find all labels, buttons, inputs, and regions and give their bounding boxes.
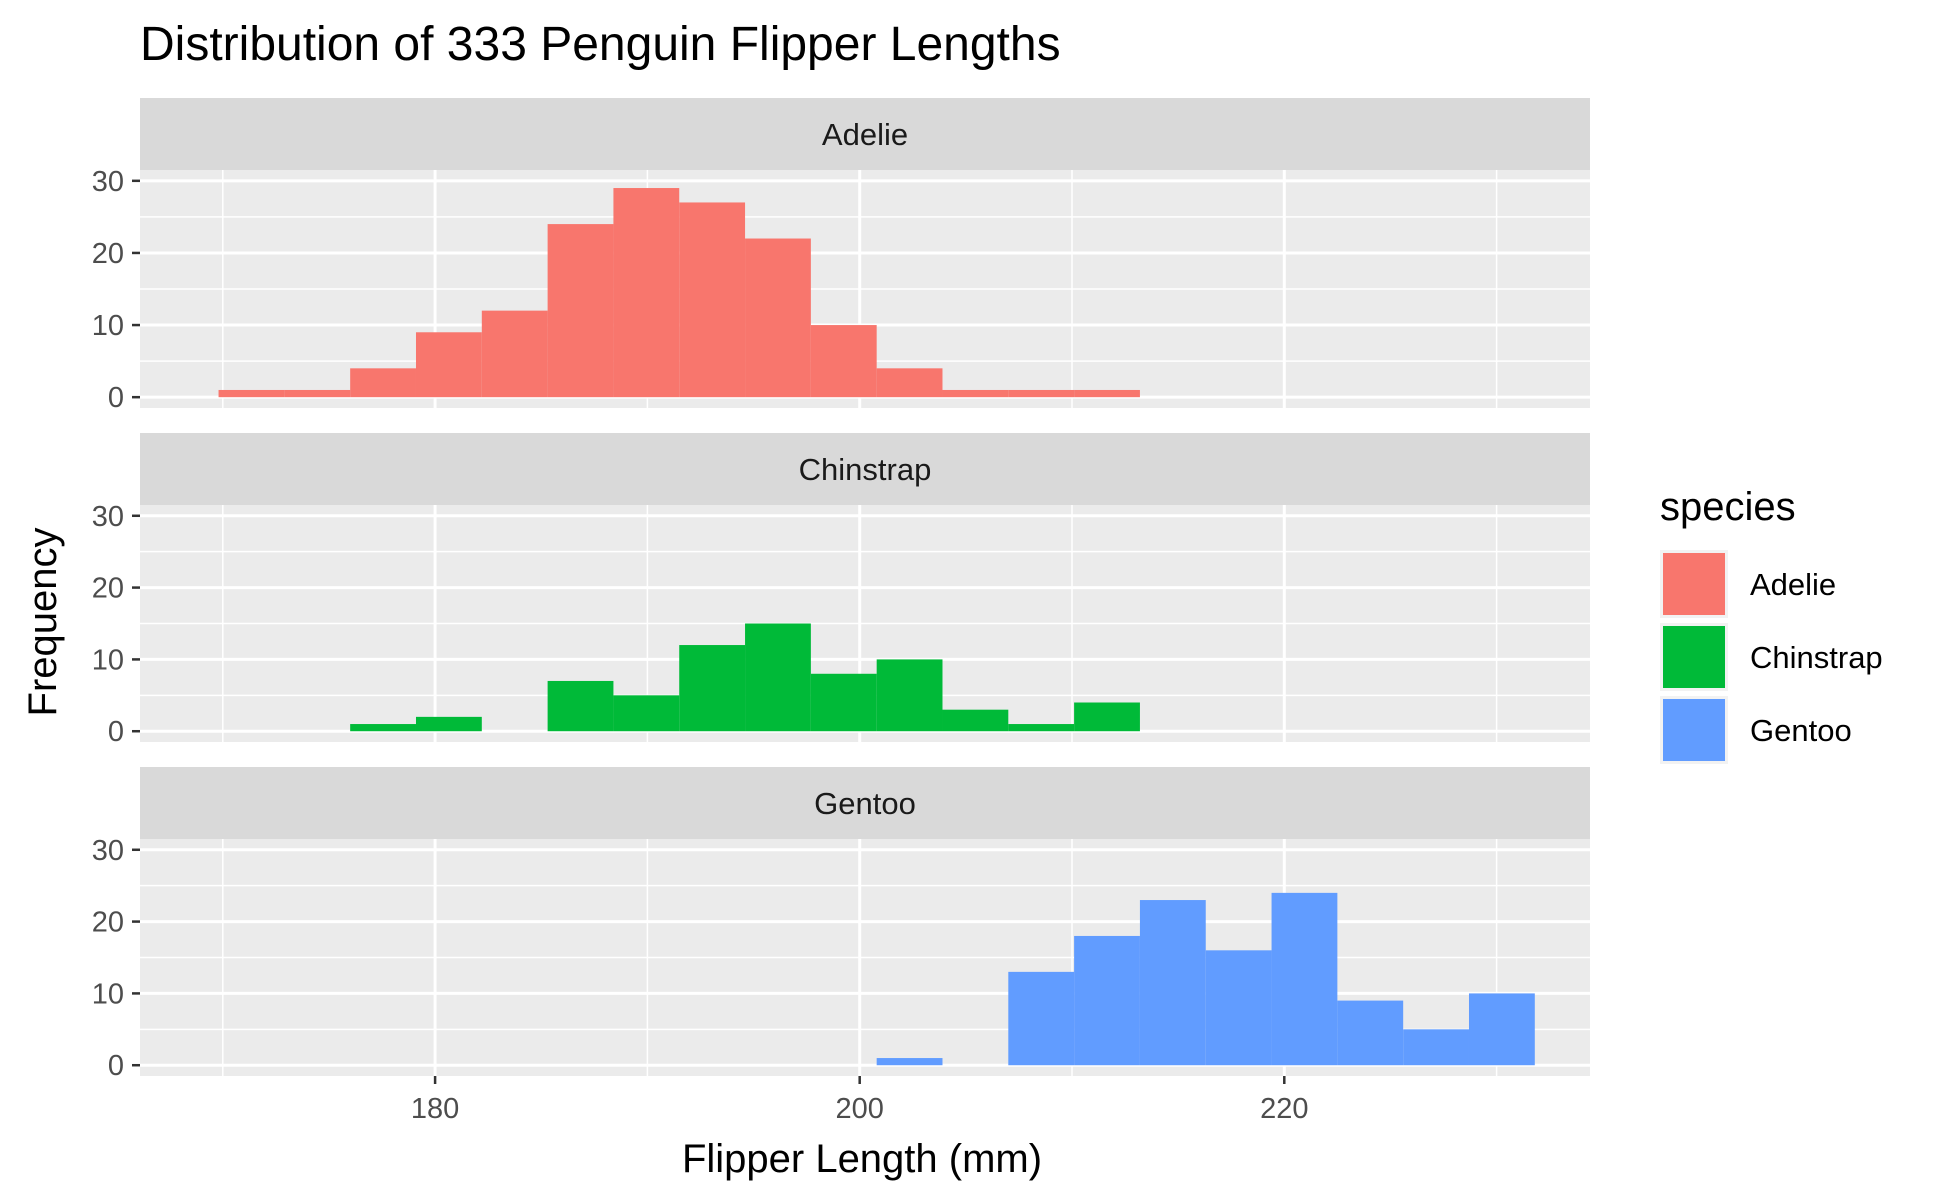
chart-title: Distribution of 333 Penguin Flipper Leng… bbox=[140, 18, 1061, 71]
y-tick-label: 0 bbox=[108, 716, 124, 748]
bar-adelie bbox=[218, 389, 285, 398]
bar-chinstrap bbox=[876, 659, 943, 732]
bar-adelie bbox=[810, 325, 877, 398]
legend-key-chinstrap bbox=[1663, 626, 1725, 688]
y-tick-label: 10 bbox=[92, 310, 124, 342]
legend-title: species bbox=[1660, 485, 1796, 529]
bar-chinstrap bbox=[745, 623, 811, 732]
bar-adelie bbox=[613, 188, 680, 398]
legend-items: Adelie Chinstrap Gentoo bbox=[1660, 550, 1883, 764]
bar-adelie bbox=[350, 368, 416, 398]
y-tick-label: 30 bbox=[92, 166, 124, 198]
bar-gentoo bbox=[1139, 900, 1206, 1066]
bar-gentoo bbox=[1468, 993, 1535, 1066]
bar-adelie bbox=[942, 389, 1009, 398]
bar-gentoo bbox=[1337, 1000, 1404, 1066]
y-tick-label: 20 bbox=[92, 907, 124, 939]
y-axis-title: Frequency bbox=[21, 528, 65, 717]
facet-strip-label: Chinstrap bbox=[799, 452, 932, 487]
bar-chinstrap bbox=[547, 680, 614, 732]
y-tick-label: 10 bbox=[92, 644, 124, 676]
x-tick-label: 220 bbox=[1260, 1093, 1308, 1125]
facet-panel-chinstrap: Chinstrap 0 10 20 30 bbox=[92, 433, 1590, 748]
legend-label: Adelie bbox=[1750, 567, 1836, 602]
bar-chinstrap bbox=[350, 724, 416, 732]
bar-adelie bbox=[876, 368, 943, 398]
y-tick-label: 20 bbox=[92, 238, 124, 270]
x-tick-label: 200 bbox=[835, 1093, 883, 1125]
y-tick-label: 30 bbox=[92, 835, 124, 867]
x-tick-label: 180 bbox=[411, 1093, 459, 1125]
x-axis-title: Flipper Length (mm) bbox=[682, 1137, 1042, 1181]
bar-chinstrap bbox=[1008, 724, 1075, 732]
facet-strip-label: Adelie bbox=[822, 117, 908, 152]
facet-panels: Adelie 0 10 20 30 Chinstrap 0 10 20 30 Gentoo 0 10 20… bbox=[92, 98, 1590, 1082]
bar-adelie bbox=[1008, 389, 1075, 398]
bar-adelie bbox=[1074, 389, 1140, 398]
bar-gentoo bbox=[1008, 971, 1075, 1066]
bar-adelie bbox=[415, 332, 482, 398]
legend-label: Chinstrap bbox=[1750, 640, 1883, 675]
facet-strip bbox=[140, 767, 1590, 839]
bar-chinstrap bbox=[415, 716, 482, 732]
y-tick-label: 0 bbox=[108, 382, 124, 414]
y-tick-label: 30 bbox=[92, 501, 124, 533]
bar-adelie bbox=[679, 202, 746, 398]
facet-strip-label: Gentoo bbox=[814, 786, 916, 821]
facet-strip bbox=[140, 98, 1590, 170]
bar-chinstrap bbox=[810, 673, 877, 732]
legend-key-adelie bbox=[1663, 553, 1725, 615]
facet-panel-gentoo: Gentoo 0 10 20 30 bbox=[92, 767, 1590, 1082]
bar-chinstrap bbox=[1074, 702, 1140, 732]
y-tick-label: 20 bbox=[92, 573, 124, 605]
x-axis: 180 200 220 bbox=[411, 1076, 1308, 1125]
facet-panel-adelie: Adelie 0 10 20 30 bbox=[92, 98, 1590, 414]
bar-adelie bbox=[745, 238, 811, 398]
bar-adelie bbox=[284, 389, 351, 398]
bar-chinstrap bbox=[942, 709, 1009, 732]
facet-strip bbox=[140, 433, 1590, 505]
bar-chinstrap bbox=[679, 645, 746, 732]
y-tick-label: 10 bbox=[92, 978, 124, 1010]
bar-gentoo bbox=[1271, 892, 1338, 1066]
legend: species Adelie Chinstrap Gentoo bbox=[1660, 485, 1883, 764]
bar-gentoo bbox=[1403, 1029, 1469, 1066]
bar-gentoo bbox=[1205, 950, 1272, 1066]
bar-chinstrap bbox=[613, 695, 680, 732]
bar-gentoo bbox=[876, 1058, 943, 1066]
y-tick-label: 0 bbox=[108, 1050, 124, 1082]
bar-adelie bbox=[547, 224, 614, 398]
bar-gentoo bbox=[1074, 935, 1140, 1066]
bar-adelie bbox=[481, 310, 548, 398]
legend-label: Gentoo bbox=[1750, 713, 1852, 748]
legend-key-gentoo bbox=[1663, 699, 1725, 761]
